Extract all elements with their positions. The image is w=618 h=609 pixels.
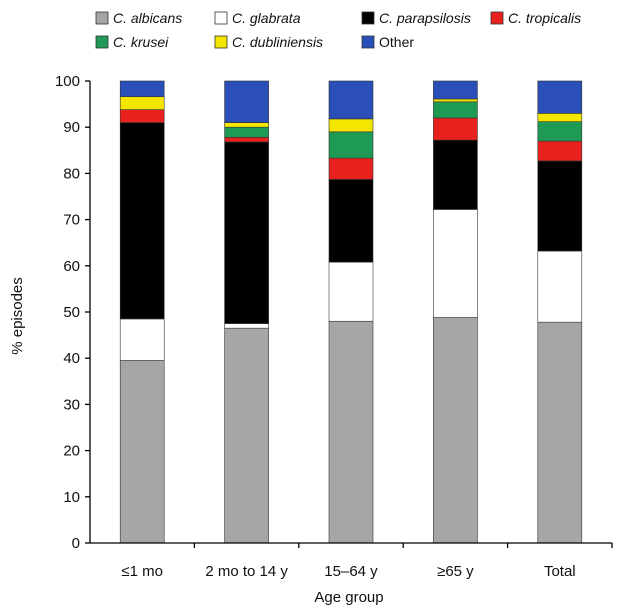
bar-stack: [224, 80, 269, 544]
y-tick-label: 50: [63, 304, 80, 321]
legend-label: C. albicans: [113, 10, 182, 26]
bar-segment: [433, 80, 478, 100]
y-tick-label: 90: [63, 119, 80, 136]
bar-stack: [328, 80, 374, 544]
bar-segment: [224, 323, 269, 329]
bar-segment: [224, 122, 269, 128]
bar-segment: [119, 122, 165, 320]
y-tick-label: 60: [63, 258, 80, 275]
bar-segment: [537, 80, 583, 114]
bar-segment: [328, 179, 374, 263]
y-tick-label: 100: [55, 73, 80, 90]
legend-swatch: [361, 11, 375, 25]
y-tick-label: 80: [63, 165, 80, 182]
x-tick-label: 15–64 y: [324, 563, 378, 580]
bar-segment: [224, 327, 269, 544]
bar-stack: [119, 80, 165, 544]
bar-segment: [537, 321, 583, 544]
bar-segment: [328, 261, 374, 322]
bar-stack: [537, 80, 583, 544]
bar-segment: [328, 320, 374, 544]
bar-segment: [433, 209, 478, 318]
bar-segment: [328, 118, 374, 133]
legend-swatch: [95, 35, 109, 49]
bar-segment: [119, 80, 165, 98]
bar-segment: [224, 137, 269, 143]
y-tick-label: 10: [63, 489, 80, 506]
legend-swatch: [214, 35, 228, 49]
y-tick-label: 20: [63, 443, 80, 460]
y-tick-label: 0: [72, 535, 80, 552]
legend: C. albicans C. glabrata C. parapsilosis C. …: [95, 10, 581, 50]
legend-swatch: [95, 11, 109, 25]
legend-label: C. glabrata: [232, 10, 301, 26]
bars: [119, 80, 583, 544]
x-tick-label: ≤1 mo: [121, 563, 163, 580]
legend-label: C. tropicalis: [508, 10, 581, 26]
bar-segment: [433, 98, 478, 103]
bar-segment: [224, 80, 269, 123]
bar-segment: [433, 117, 478, 141]
bar-segment: [433, 101, 478, 119]
legend-swatch: [361, 35, 375, 49]
y-axis-title: % episodes: [9, 277, 26, 355]
x-tick-label: Total: [544, 563, 576, 580]
bar-segment: [224, 126, 269, 138]
bar-segment: [328, 131, 374, 159]
y-tick-label: 40: [63, 350, 80, 367]
y-ticks: 0 10 20 30 40 50 60 70 80 90 100: [55, 73, 90, 552]
bar-segment: [537, 140, 583, 162]
legend-swatch: [490, 11, 504, 25]
legend-label: Other: [379, 34, 414, 50]
bar-segment: [537, 121, 583, 142]
bar-segment: [328, 157, 374, 180]
y-tick-label: 30: [63, 396, 80, 413]
x-tick-label: ≥65 y: [437, 563, 474, 580]
bar-segment: [119, 96, 165, 110]
bar-segment: [119, 318, 165, 361]
y-tick-label: 70: [63, 212, 80, 229]
bar-segment: [537, 250, 583, 323]
bar-segment: [224, 141, 269, 324]
bar-segment: [433, 139, 478, 210]
x-tick-label: 2 mo to 14 y: [205, 563, 288, 580]
bar-segment: [119, 109, 165, 123]
bar-segment: [433, 317, 478, 544]
legend-label: C. dubliniensis: [232, 34, 323, 50]
bar-stack: [433, 80, 478, 544]
bar-segment: [537, 113, 583, 122]
bar-segment: [328, 80, 374, 120]
legend-swatch: [214, 11, 228, 25]
x-axis-title: Age group: [314, 589, 383, 606]
legend-label: C. krusei: [113, 34, 169, 50]
x-ticks: ≤1 mo 2 mo to 14 y 15–64 y ≥65 y Total: [121, 543, 613, 580]
bar-segment: [119, 360, 165, 544]
legend-label: C. parapsilosis: [379, 10, 471, 26]
bar-segment: [537, 160, 583, 252]
